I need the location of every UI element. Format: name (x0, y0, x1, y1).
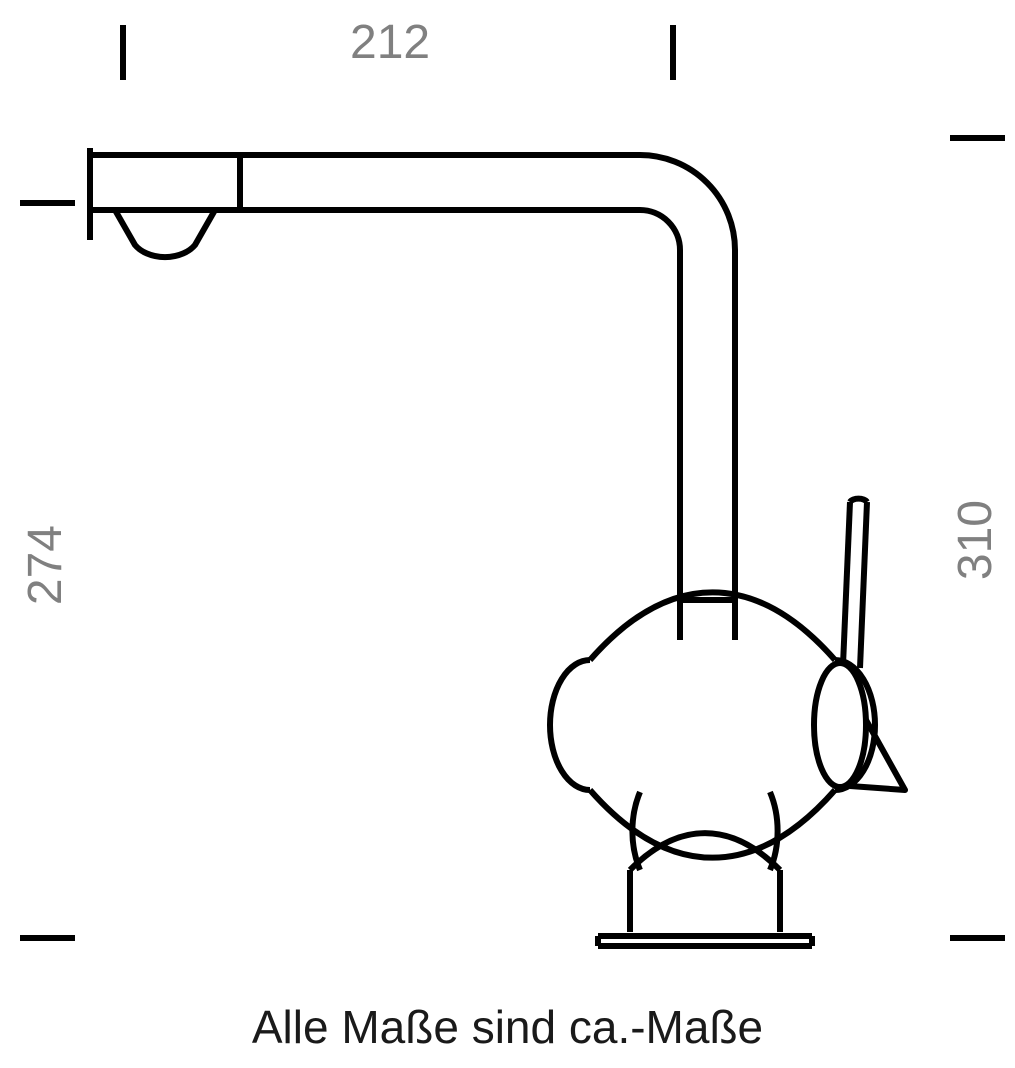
faucet-drawing (0, 0, 1015, 1068)
